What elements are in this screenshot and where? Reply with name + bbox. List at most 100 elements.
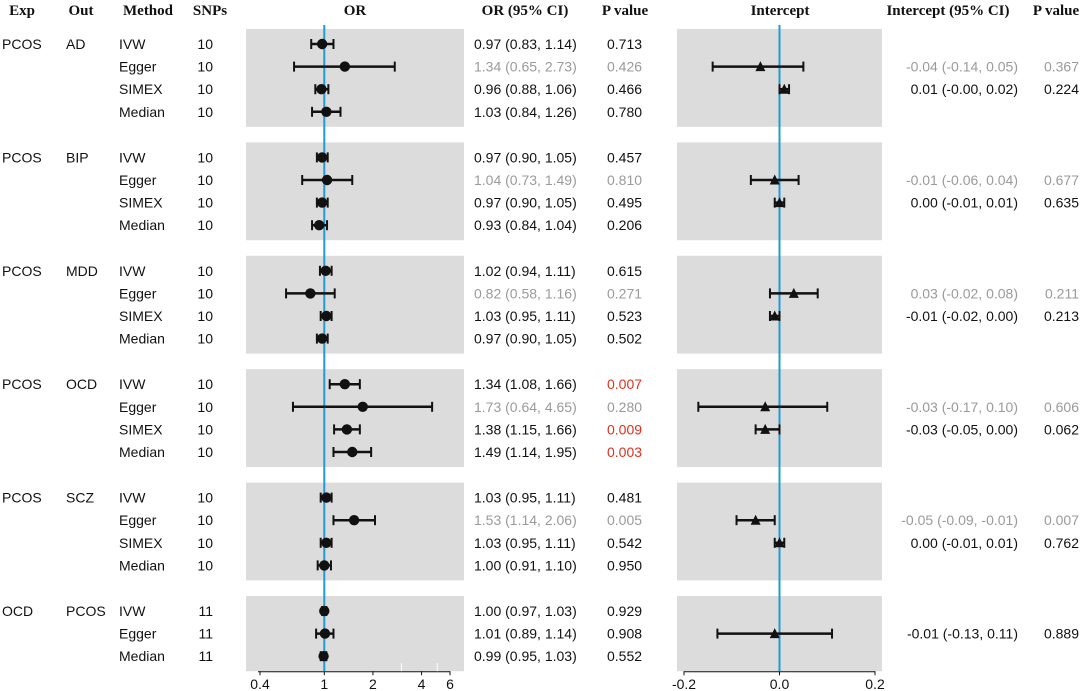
intercept-p-value: 0.635 [1044,195,1079,211]
header-p-value: P value [602,3,649,19]
outcome-label: PCOS [66,603,106,619]
method-label: Median [119,557,165,573]
intercept-axis-tick-label: 0.2 [865,676,885,691]
snps-value: 10 [197,444,213,460]
snps-value: 10 [197,285,213,301]
intercept-ci-value: 0.01 (-0.00, 0.02) [911,81,1018,97]
or-ci-value: 1.03 (0.84, 1.26) [474,104,577,120]
or-p-value: 0.005 [607,512,642,528]
or-ci-value: 1.01 (0.89, 1.14) [474,626,577,642]
or-ci-value: 0.97 (0.90, 1.05) [474,331,577,347]
intercept-ci-value: -0.04 (-0.14, 0.05) [906,59,1018,75]
method-label: Median [119,444,165,460]
method-label: IVW [119,36,146,52]
snps-value: 10 [197,331,213,347]
intercept-point-egger [788,287,799,298]
or-p-value: 0.713 [607,36,642,52]
method-label: Egger [119,512,157,528]
method-label: SIMEX [119,535,163,551]
intercept-ci-value: 0.00 (-0.01, 0.01) [911,535,1018,551]
or-ci-value: 0.99 (0.95, 1.03) [474,648,577,664]
method-label: Median [119,104,165,120]
or-ci-value: 1.00 (0.97, 1.03) [474,603,577,619]
intercept-ci-value: -0.01 (-0.06, 0.04) [906,172,1018,188]
or-point-median [316,333,328,344]
intercept-ci-value: 0.03 (-0.02, 0.08) [911,285,1018,301]
or-panel-background [246,482,464,581]
snps-value: 10 [197,149,213,165]
or-p-value: 0.929 [607,603,642,619]
intercept-point-simex [779,83,790,94]
snps-value: 10 [197,421,213,437]
method-label: Median [119,217,165,233]
header-out: Out [68,3,93,19]
or-point-median [347,446,358,458]
or-p-value: 0.615 [607,263,642,279]
or-point-ivw [316,152,328,163]
intercept-axis-tick-label: -0.2 [672,676,696,691]
or-p-value: 0.206 [607,217,642,233]
or-ci-value: 1.34 (0.65, 2.73) [474,59,577,75]
or-ci-value: 1.73 (0.64, 4.65) [474,399,577,415]
intercept-ci-value: -0.03 (-0.05, 0.00) [906,421,1018,437]
or-p-value: 0.271 [607,285,642,301]
method-label: Egger [119,172,157,188]
intercept-point-egger [750,514,761,525]
or-point-simex [321,537,332,548]
method-label: IVW [119,490,146,506]
header-intercept-p: P value [1033,3,1080,19]
or-ci-value: 1.03 (0.95, 1.11) [474,490,576,506]
or-point-egger [321,174,333,186]
intercept-point-egger [769,628,780,639]
snps-value: 11 [198,626,213,642]
or-ci-value: 0.97 (0.90, 1.05) [474,149,577,165]
or-ci-value: 0.82 (0.58, 1.16) [474,285,577,301]
intercept-point-simex [774,537,785,548]
or-ci-value: 1.00 (0.91, 1.10) [474,557,577,573]
intercept-point-egger [760,401,771,412]
or-p-value: 0.495 [607,195,642,211]
method-label: Median [119,648,165,664]
or-p-value: 0.009 [607,421,642,437]
or-ci-value: 1.03 (0.95, 1.11) [474,535,576,551]
outcome-label: AD [66,36,85,52]
intercept-point-egger [755,61,766,72]
intercept-ci-value: -0.01 (-0.02, 0.00) [906,308,1018,324]
intercept-p-value: 0.211 [1045,285,1079,301]
intercept-p-value: 0.606 [1044,399,1079,415]
header-intercept-ci: Intercept (95% CI) [886,3,1009,19]
intercept-point-simex [760,423,771,434]
or-point-simex [321,310,332,322]
method-label: Egger [119,285,157,301]
snps-value: 10 [197,263,213,279]
or-ci-value: 0.93 (0.84, 1.04) [474,217,577,233]
or-p-value: 0.457 [607,149,642,165]
or-ci-value: 0.97 (0.83, 1.14) [474,36,577,52]
or-p-value: 0.542 [607,535,642,551]
outcome-label: SCZ [66,490,94,506]
intercept-p-value: 0.762 [1044,535,1079,551]
method-label: SIMEX [119,308,163,324]
or-axis-tick-label: 4 [418,676,426,691]
exposure-label: PCOS [2,263,42,279]
intercept-point-simex [774,197,785,208]
or-point-median [319,560,330,571]
or-ci-value: 1.53 (1.14, 2.06) [474,512,577,528]
or-point-egger [339,61,351,72]
or-axis-tick-label: 1 [320,676,328,691]
intercept-p-value: 0.007 [1044,512,1079,528]
or-point-ivw [316,38,328,50]
exposure-label: PCOS [2,149,42,165]
header-snps: SNPs [193,3,227,19]
snps-value: 10 [197,59,213,75]
snps-value: 10 [197,490,213,506]
or-point-egger [348,515,360,526]
or-axis-tick-label: 2 [369,676,377,691]
or-p-value: 0.810 [607,172,642,188]
or-point-ivw [321,492,332,503]
or-p-value: 0.908 [607,626,642,642]
intercept-p-value: 0.677 [1044,172,1079,188]
or-point-simex [316,84,327,95]
header-or: OR [344,3,367,19]
